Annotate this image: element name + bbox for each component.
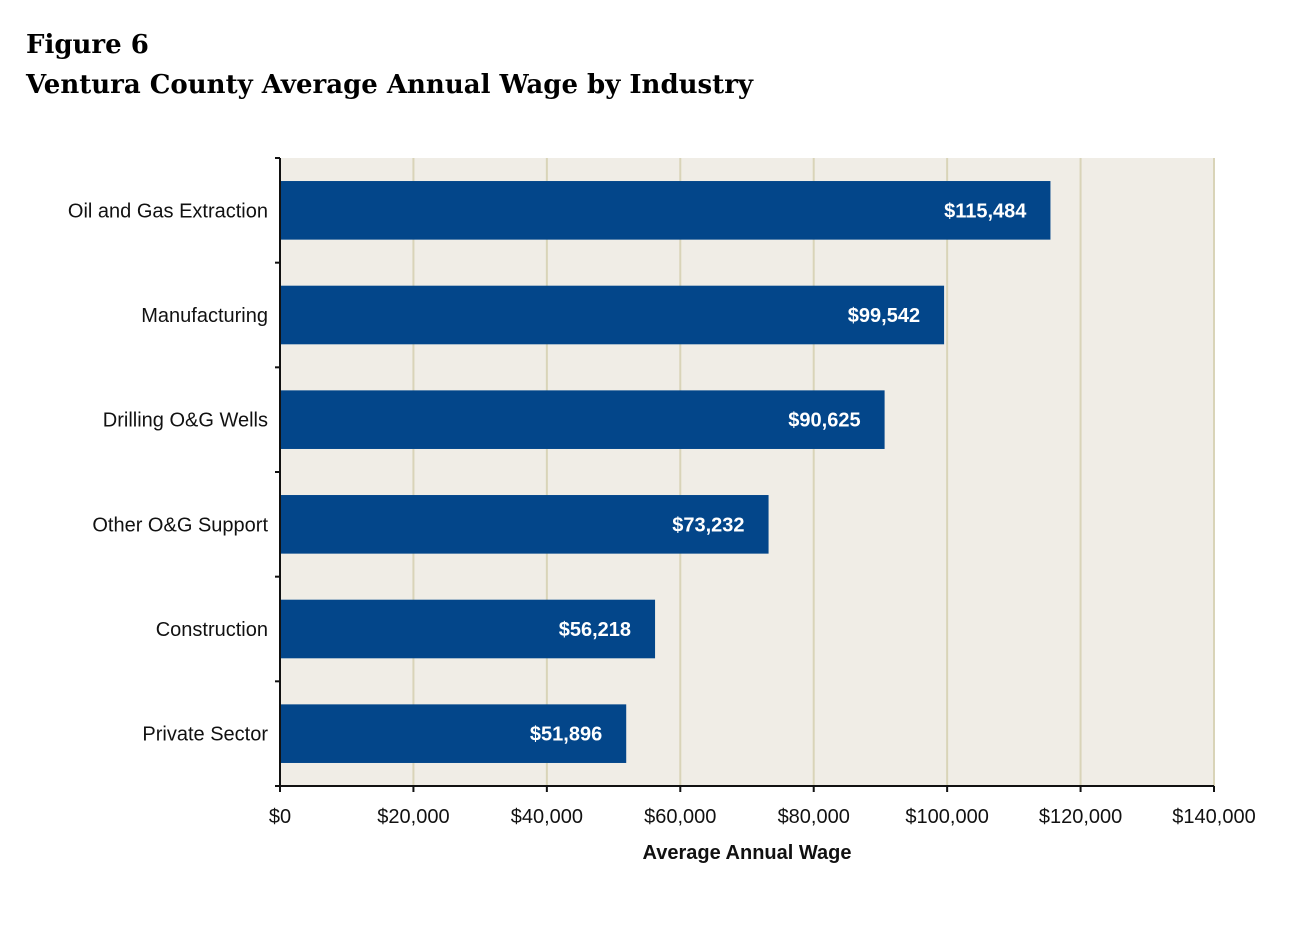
x-axis-title: Average Annual Wage xyxy=(643,842,852,864)
bar xyxy=(280,390,885,449)
x-tick-label: $60,000 xyxy=(644,806,716,828)
data-label: $56,218 xyxy=(559,619,631,641)
plot-background xyxy=(280,158,1214,786)
x-tick-label: $20,000 xyxy=(377,806,449,828)
category-label: Manufacturing xyxy=(141,305,268,327)
bar xyxy=(280,495,769,554)
bar xyxy=(280,181,1051,240)
x-tick-label: $120,000 xyxy=(1039,806,1122,828)
x-tick-label: $100,000 xyxy=(905,806,988,828)
data-label: $115,484 xyxy=(944,200,1027,222)
data-label: $90,625 xyxy=(788,410,860,432)
x-tick-label: $0 xyxy=(269,806,291,828)
category-label: Private Sector xyxy=(142,724,268,746)
figure-label: Figure 6 xyxy=(26,30,149,60)
x-tick-label: $40,000 xyxy=(511,806,583,828)
data-label: $99,542 xyxy=(848,305,920,327)
category-label: Oil and Gas Extraction xyxy=(68,200,268,222)
bar xyxy=(280,285,945,345)
category-label: Construction xyxy=(156,619,268,641)
category-label: Other O&G Support xyxy=(92,514,268,536)
data-label: $73,232 xyxy=(672,514,744,536)
x-tick-label: $80,000 xyxy=(778,806,850,828)
figure-title: Ventura County Average Annual Wage by In… xyxy=(26,70,753,100)
bar xyxy=(280,599,656,659)
x-tick-label: $140,000 xyxy=(1172,806,1255,828)
category-label: Drilling O&G Wells xyxy=(103,410,268,432)
data-label: $51,896 xyxy=(530,724,602,746)
bar xyxy=(280,704,627,763)
